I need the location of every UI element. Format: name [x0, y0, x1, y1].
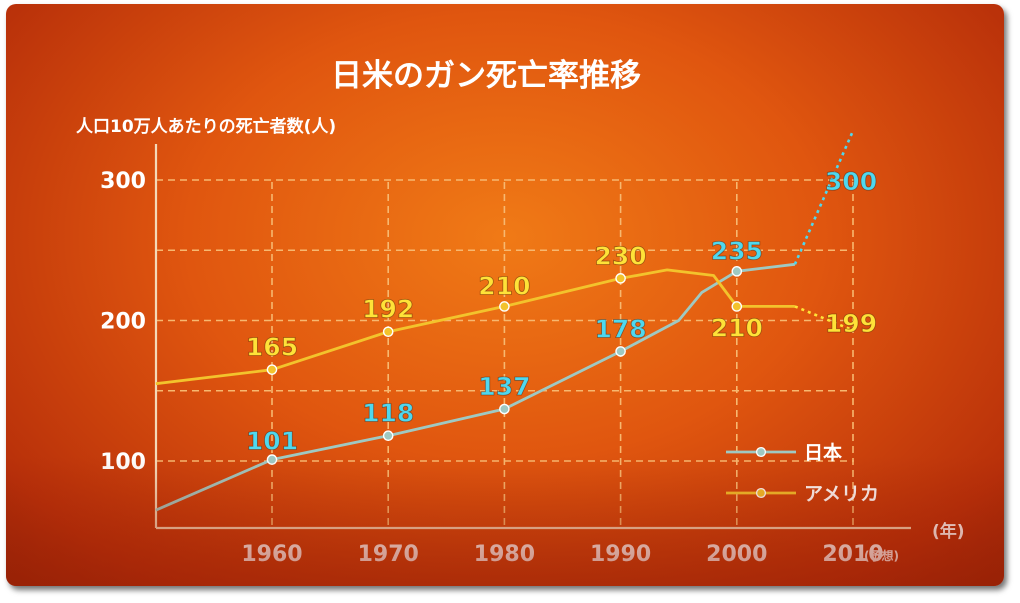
data-label-usa-1990: 230 — [595, 241, 647, 270]
chart-frame: 日米のガン死亡率推移 人口10万人あたりの死亡者数(人) 100 200 300 19… — [6, 4, 1004, 586]
x-tick-label-2000: 2000 — [706, 542, 767, 567]
x-axis-unit: (年) — [932, 521, 965, 542]
data-label-usa-1980: 210 — [478, 271, 530, 300]
line-chart: 日米のガン死亡率推移 人口10万人あたりの死亡者数(人) 100 200 300 19… — [76, 58, 965, 567]
y-tick-label-200: 200 — [100, 310, 146, 335]
data-point-japan-2000 — [731, 266, 743, 277]
data-point-japan-1990 — [615, 346, 626, 357]
data-labels: 101 118 137 178 235 300 165 192 210 230 210 199 — [246, 167, 878, 456]
data-point-japan-1980 — [499, 403, 510, 415]
y-tick-label-100: 100 — [100, 450, 146, 475]
legend-label-japan: 日本 — [804, 441, 842, 464]
data-point-usa-1960 — [266, 364, 278, 375]
axes — [154, 144, 911, 530]
data-point-japan-1970 — [382, 430, 394, 442]
y-tick-label-300: 300 — [100, 169, 146, 194]
series-line-usa — [155, 268, 795, 386]
data-point-usa-1980 — [499, 301, 510, 312]
data-label-usa-2010: 199 — [825, 309, 877, 338]
data-point-usa-2000 — [731, 301, 743, 312]
data-label-japan-1980: 137 — [478, 372, 530, 401]
chart-title: 日米のガン死亡率推移 — [331, 58, 641, 94]
legend-marker-japan — [755, 446, 767, 458]
data-label-japan-1990: 178 — [595, 314, 647, 343]
legend-label-usa: アメリカ — [804, 483, 879, 505]
data-label-japan-1960: 101 — [246, 427, 298, 456]
data-label-japan-2000: 235 — [711, 236, 763, 265]
tick-labels: 100 200 300 1960 1970 1980 1990 2000 2010 — [100, 169, 884, 567]
data-point-usa-1970 — [382, 326, 394, 338]
series-line-japan — [155, 262, 796, 512]
data-label-usa-2000: 210 — [711, 313, 763, 342]
y-axis-label: 人口10万人あたりの死亡者数(人) — [76, 116, 336, 137]
series-forecast-japan — [793, 130, 855, 265]
data-point-usa-1990 — [615, 273, 626, 284]
x-tick-label-1990: 1990 — [590, 542, 651, 567]
x-tick-label-1960: 1960 — [241, 542, 302, 567]
x-tick-label-1970: 1970 — [358, 542, 419, 567]
legend-marker-usa — [755, 487, 767, 499]
data-label-usa-1970: 192 — [362, 295, 414, 324]
legend: 日本 アメリカ — [726, 441, 879, 505]
x-tick-label-2010: 2010 — [822, 542, 883, 567]
forecast-note: (予想) — [864, 548, 899, 563]
data-label-japan-2010: 300 — [825, 167, 877, 196]
data-points — [266, 266, 743, 465]
data-label-usa-1960: 165 — [246, 333, 298, 362]
x-tick-label-1980: 1980 — [474, 542, 535, 567]
data-label-japan-1970: 118 — [362, 399, 414, 428]
data-point-japan-1960 — [266, 454, 278, 465]
